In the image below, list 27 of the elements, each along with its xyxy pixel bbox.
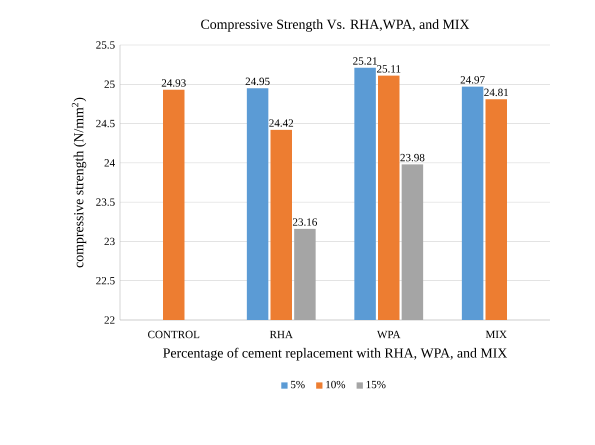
data-label: 23.16	[292, 218, 318, 226]
data-label: 25.21	[353, 57, 377, 65]
x-tick-label: RHA	[270, 330, 293, 338]
y-axis-title: compressive strength (N/mm$^{2}$)	[72, 98, 86, 268]
y-tick-label: 25.5	[96, 41, 115, 49]
data-label: 25.11	[376, 65, 400, 73]
data-label: 24.97	[460, 76, 485, 84]
x-tick-label: WPA	[376, 330, 400, 338]
y-tick-label: 22	[104, 316, 114, 324]
data-label: 24.81	[484, 88, 508, 96]
y-tick-label: 23	[104, 238, 115, 246]
data-label: 23.98	[400, 154, 424, 162]
data-label: 24.93	[162, 79, 186, 87]
legend-label: 5%	[290, 380, 305, 388]
x-axis-title: Percentage of cement replacement with RHA, WPA, and MIX	[163, 348, 508, 361]
y-tick-label: 23.5	[96, 198, 115, 206]
y-tick-label: 25	[104, 80, 115, 88]
x-tick-label: MIX	[486, 330, 507, 338]
data-label: 24.42	[269, 119, 294, 127]
y-tick-label: 24	[104, 159, 115, 167]
x-tick-label: CONTROL	[148, 330, 200, 338]
data-label: 24.95	[246, 78, 270, 86]
y-tick-label: 24.5	[96, 120, 115, 128]
legend-label: 10%	[326, 380, 346, 388]
chart-title: Compressive Strength Vs. RHA,WPA, and MIX	[201, 19, 470, 32]
y-tick-label: 22.5	[96, 276, 115, 284]
legend-label: 15%	[366, 380, 386, 388]
